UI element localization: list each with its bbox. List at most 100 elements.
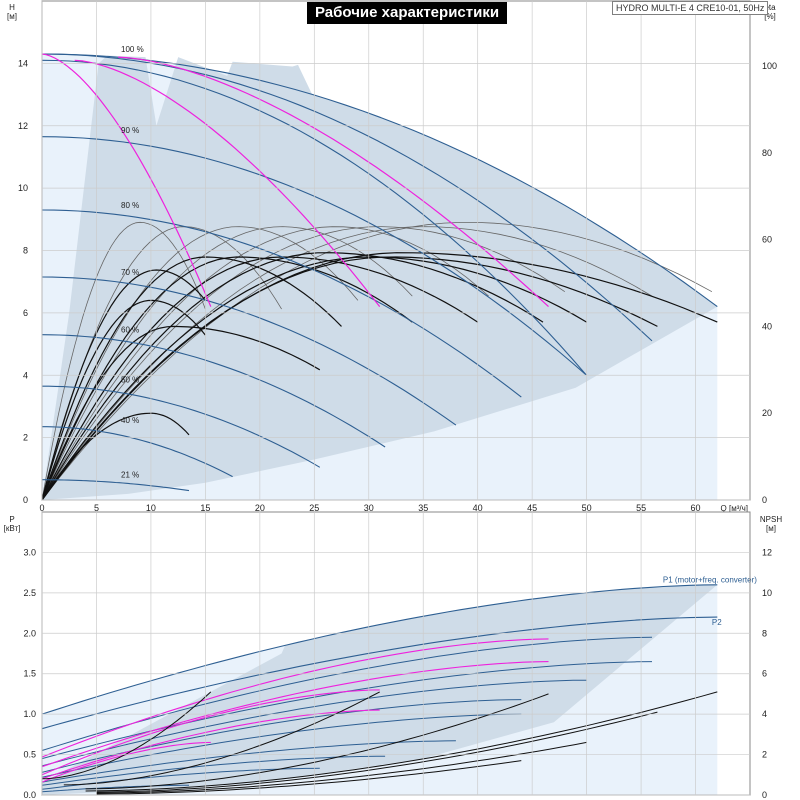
npsh-tick-label: 12 (762, 547, 772, 557)
y-tick-label: 0 (23, 495, 28, 505)
x-tick-label: 10 (146, 503, 156, 513)
npsh-tick-label: 6 (762, 669, 767, 679)
y-tick-label: 10 (18, 183, 28, 193)
speed-label: 21 % (121, 471, 139, 480)
p-tick-label: 1.0 (23, 709, 36, 719)
eta-tick-label: 40 (762, 321, 772, 331)
eta-tick-label: 20 (762, 408, 772, 418)
efficiency-curve (41, 226, 489, 501)
p-tick-label: 0.0 (23, 790, 36, 800)
x-tick-label: 15 (200, 503, 210, 513)
y-axis-label: H (9, 3, 15, 12)
x-tick-label: 35 (418, 503, 428, 513)
eta-tick-label: 0 (762, 495, 767, 505)
power-magenta-curves (41, 638, 549, 783)
magenta-curve (74, 59, 381, 307)
head-curve (41, 209, 522, 398)
speed-label: 50 % (121, 376, 139, 385)
eta-tick-label: 60 (762, 235, 772, 245)
npsh-curves (41, 691, 718, 795)
x-tick-label: 55 (636, 503, 646, 513)
speed-label: 100 % (121, 45, 144, 54)
speed-label: 80 % (121, 201, 139, 210)
p1-curve (41, 584, 718, 715)
efficiency-curve (41, 226, 653, 501)
efficiency-curve (41, 226, 359, 501)
power-grid (41, 512, 750, 796)
efficiency-curve (41, 256, 658, 501)
x-tick-label: 30 (364, 503, 374, 513)
npsh-axis-unit: [м] (766, 524, 776, 533)
head-curve (42, 385, 321, 468)
head-grid (41, 1, 750, 501)
eta-tick-label: 100 (762, 61, 777, 71)
head-curve (41, 334, 386, 448)
efficiency-curve (41, 412, 190, 501)
efficiency-curve (41, 226, 413, 501)
x-tick-label: 5 (94, 503, 99, 513)
y-tick-label: 2 (23, 433, 28, 443)
x-tick-label: 20 (255, 503, 265, 513)
power-curve (41, 740, 456, 783)
head-panel: 100 % 90 % 80 % 70 % 60 % 50 % 40 % 21 % 0 2 4 6 8 10… (7, 0, 777, 513)
eta-axis-unit: [%] (764, 12, 776, 21)
curve-annotation: P1 (motor+freq. converter) (663, 575, 757, 584)
power-curve (41, 755, 386, 786)
y-tick-label: 12 (18, 121, 28, 131)
npsh-curve (85, 693, 549, 790)
efficiency-curve (41, 325, 321, 501)
p-tick-label: 1.5 (23, 669, 36, 679)
x-tick-label: 45 (527, 503, 537, 513)
npsh-curve (96, 741, 587, 794)
power-curve (41, 636, 653, 751)
eta-axis-label: eta (764, 3, 776, 12)
x-axis-label: Q [м³/ч] (721, 504, 748, 513)
speed-label: 40 % (121, 416, 139, 425)
operating-range-dark (42, 55, 718, 500)
x-tick-label: 25 (309, 503, 319, 513)
power-magenta-curve (41, 661, 549, 768)
p-tick-label: 3.0 (23, 547, 36, 557)
eta-tick-label: 80 (762, 148, 772, 158)
power-curve (41, 713, 522, 778)
magenta-limit-curves (41, 53, 549, 308)
head-curve (42, 479, 190, 492)
p-tick-label: 2.0 (23, 628, 36, 638)
pump-model-label: HYDRO MULTI-E 4 CRE10-01, 50Hz (612, 1, 769, 15)
npsh-tick-label: 0 (762, 790, 767, 800)
efficiency-curve (41, 252, 718, 501)
y-tick-label: 8 (23, 246, 28, 256)
x-tick-label: 50 (582, 503, 592, 513)
efficiency-curve (41, 256, 413, 501)
curve-annotation: P2 (712, 618, 722, 627)
npsh-tick-label: 4 (762, 709, 767, 719)
efficiency-curve (41, 269, 206, 501)
npsh-curve (96, 711, 658, 793)
head-curve (41, 276, 457, 426)
npsh-tick-label: 10 (762, 588, 772, 598)
efficiency-curve (41, 252, 544, 501)
chart-title: Рабочие характеристики (307, 2, 508, 24)
npsh-tick-label: 2 (762, 750, 767, 760)
y-axis-unit: [м] (7, 12, 17, 21)
power-magenta-curve (41, 689, 380, 776)
power-magenta-curve (41, 709, 380, 780)
npsh-curve (85, 691, 718, 792)
p-axis-label: P (9, 515, 14, 524)
npsh-tick-label: 8 (762, 628, 767, 638)
x-tick-label: 40 (473, 503, 483, 513)
p-axis-unit: [кВт] (4, 524, 21, 533)
efficiency-curve (41, 222, 713, 501)
speed-label: 70 % (121, 268, 139, 277)
magenta-curve (41, 53, 212, 307)
head-curve (41, 53, 718, 308)
npsh-curve (63, 691, 380, 786)
efficiency-curve (41, 256, 342, 501)
speed-label: 60 % (121, 326, 139, 335)
power-panel: P1 (motor+freq. converter)P20.00.51.01.5… (4, 511, 782, 800)
npsh-curve (96, 760, 522, 795)
power-magenta-curve (41, 638, 549, 758)
magenta-curve (118, 56, 549, 308)
p-tick-label: 2.5 (23, 588, 36, 598)
y-tick-label: 4 (23, 370, 28, 380)
